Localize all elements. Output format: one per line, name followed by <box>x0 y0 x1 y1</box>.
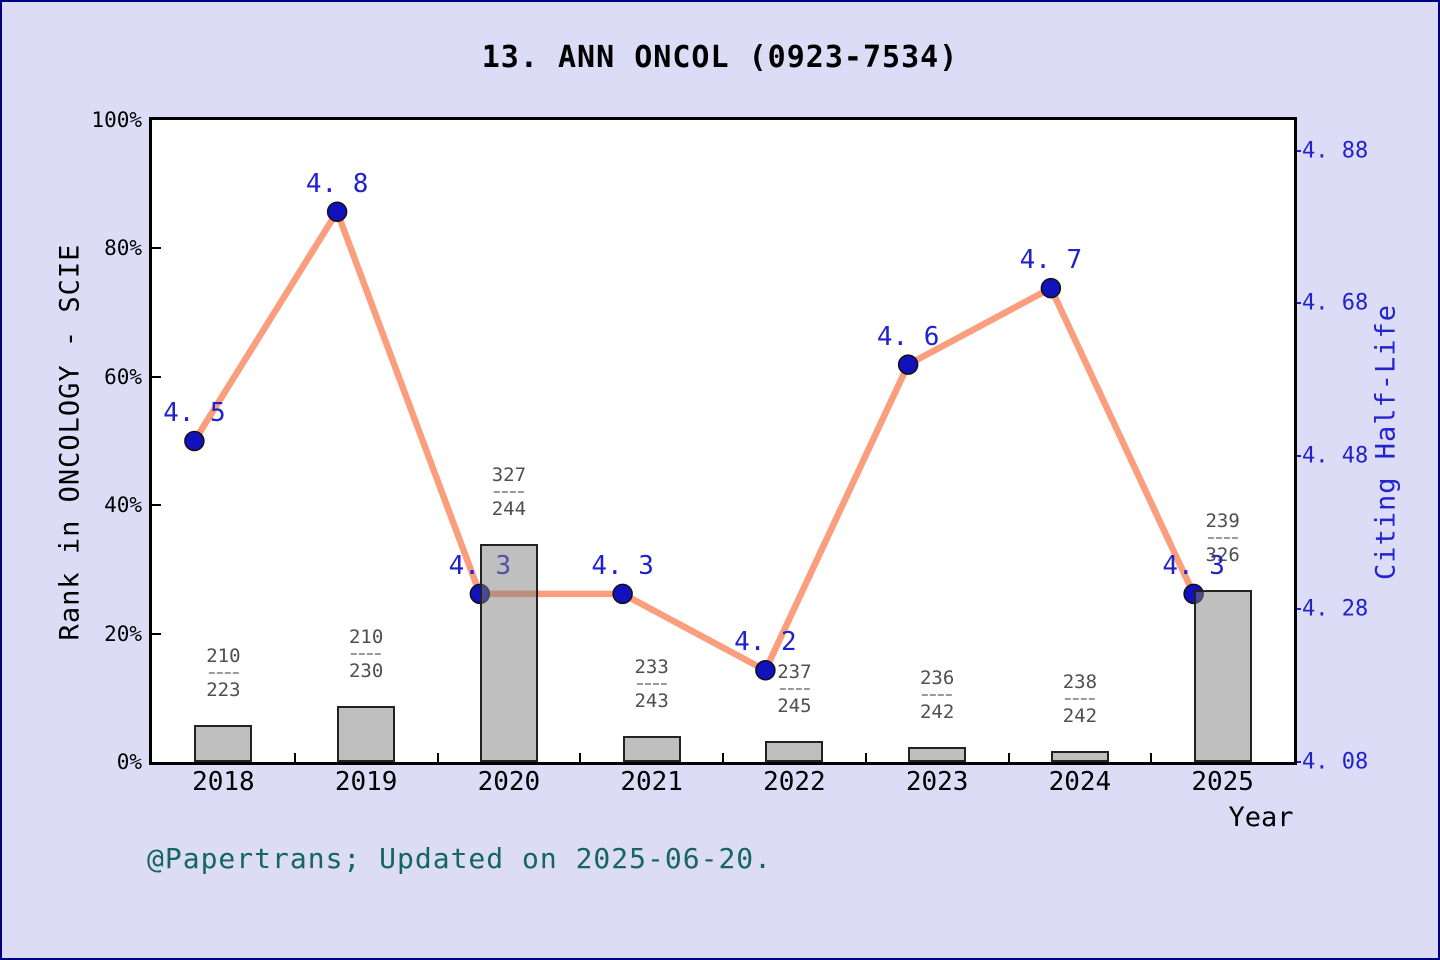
right-axis-title: Citing Half-Life <box>1370 303 1402 581</box>
fraction-divider <box>351 653 382 656</box>
fraction-denominator: 326 <box>1205 543 1240 566</box>
fraction-divider <box>636 682 667 685</box>
rank-fraction-label: 239 326 <box>1205 510 1239 566</box>
fraction-divider <box>208 671 239 674</box>
attribution-footer: @Papertrans; Updated on 2025-06-20. <box>147 842 773 875</box>
fraction-denominator: 223 <box>206 678 241 701</box>
fraction-denominator: 244 <box>491 497 527 520</box>
x-tick-label: 2025 <box>1191 767 1254 797</box>
x-tick-label: 2019 <box>334 767 398 797</box>
y-tick-label: 60% <box>104 364 142 389</box>
data-point-marker <box>897 354 919 375</box>
rank-fraction-label: 233 243 <box>634 656 668 712</box>
rank-bar <box>1050 751 1109 762</box>
rank-fraction-label: 210 230 <box>349 626 383 682</box>
right-tick-mark <box>1294 302 1301 305</box>
fraction-numerator: 210 <box>348 626 384 649</box>
fraction-divider <box>493 490 524 493</box>
x-minor-tick <box>436 753 439 762</box>
data-point-marker <box>755 660 776 681</box>
point-value-label: 4. 3 <box>591 550 654 581</box>
y-tick-label: 20% <box>104 621 142 646</box>
fraction-numerator: 233 <box>634 655 669 678</box>
rank-bar <box>337 706 396 762</box>
x-tick-label: 2022 <box>763 767 826 797</box>
data-point-marker <box>184 430 205 452</box>
fraction-denominator: 242 <box>1062 705 1098 728</box>
fraction-numerator: 236 <box>919 666 955 689</box>
right-tick-mark <box>1294 761 1301 763</box>
plot-area: 4. 54. 84. 34. 34. 24. 64. 74. 321022321… <box>152 120 1294 762</box>
rank-fraction-label: 238 242 <box>1063 671 1097 727</box>
x-minor-tick <box>1150 753 1153 762</box>
rank-fraction-label: 236 242 <box>920 667 954 723</box>
fraction-numerator: 239 <box>1205 509 1240 532</box>
x-minor-tick <box>1007 753 1010 762</box>
fraction-divider <box>1064 698 1095 701</box>
right-tick-label: 4. 88 <box>1302 138 1369 164</box>
y-tick-label: 80% <box>104 236 142 261</box>
right-tick-label: 4. 48 <box>1302 443 1369 469</box>
rank-fraction-label: 210 223 <box>206 645 240 701</box>
y-tick-label: 100% <box>91 108 142 132</box>
y-tick-mark <box>152 632 161 635</box>
rank-bar <box>1193 589 1252 762</box>
y-tick-mark <box>152 375 161 378</box>
rank-bar <box>479 543 538 762</box>
x-minor-tick <box>579 753 582 762</box>
right-tick-label: 4. 28 <box>1302 596 1369 622</box>
right-tick-mark <box>1294 608 1301 611</box>
x-minor-tick <box>864 753 867 762</box>
fraction-numerator: 327 <box>491 463 527 486</box>
rank-bar <box>908 746 967 762</box>
fraction-numerator: 237 <box>777 660 812 683</box>
point-value-label: 4. 7 <box>1019 245 1083 276</box>
rank-fraction-label: 327 244 <box>492 464 526 520</box>
citing-half-life-line-chart <box>184 201 1204 681</box>
x-minor-tick <box>293 753 296 762</box>
y-tick-label: 0% <box>116 750 142 774</box>
x-tick-label: 2021 <box>620 767 683 797</box>
y-tick-mark <box>152 247 161 250</box>
fraction-denominator: 243 <box>634 689 669 712</box>
fraction-numerator: 210 <box>206 644 241 667</box>
fraction-denominator: 242 <box>919 700 955 723</box>
right-tick-label: 4. 68 <box>1302 290 1369 316</box>
y-tick-label: 40% <box>104 493 142 518</box>
x-tick-label: 2023 <box>905 767 969 797</box>
fraction-divider <box>779 687 810 690</box>
left-axis-title: Rank in ONCOLOGY - SCIE <box>54 243 86 641</box>
x-tick-label: 2020 <box>477 767 541 797</box>
x-minor-tick <box>722 753 724 762</box>
trend-line <box>191 208 1197 674</box>
data-point-marker <box>1040 277 1062 299</box>
y-tick-mark <box>152 504 161 507</box>
fraction-divider <box>922 693 953 696</box>
fraction-denominator: 230 <box>348 660 384 683</box>
point-value-label: 4. 8 <box>305 168 369 199</box>
rank-bar <box>622 735 681 762</box>
point-value-label: 4. 5 <box>163 398 226 428</box>
x-axis-title: Year <box>1228 802 1294 833</box>
fraction-divider <box>1207 536 1238 539</box>
point-value-label: 4. 3 <box>1162 550 1225 581</box>
rank-bar <box>194 724 253 762</box>
point-value-label: 4. 6 <box>876 321 940 352</box>
fraction-denominator: 245 <box>777 694 812 717</box>
right-tick-mark <box>1294 455 1301 458</box>
chart-title: 13. ANN ONCOL (0923-7534) <box>481 40 959 75</box>
rank-fraction-label: 237 245 <box>777 661 811 717</box>
right-tick-label: 4. 08 <box>1302 749 1369 775</box>
data-point-marker <box>612 583 633 605</box>
data-point-marker <box>326 201 348 222</box>
x-tick-label: 2024 <box>1048 767 1112 797</box>
rank-bar <box>765 740 824 762</box>
fraction-numerator: 238 <box>1062 671 1098 694</box>
x-tick-label: 2018 <box>192 767 255 797</box>
point-value-label: 4. 2 <box>734 627 797 658</box>
right-tick-mark <box>1294 149 1301 152</box>
